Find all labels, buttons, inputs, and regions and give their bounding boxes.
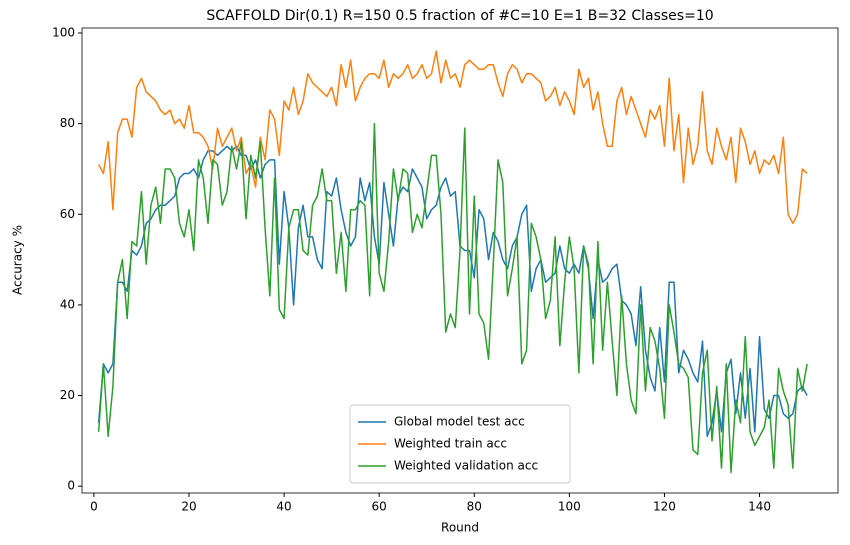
legend-label: Weighted train acc xyxy=(394,437,507,451)
chart-title: SCAFFOLD Dir(0.1) R=150 0.5 fraction of … xyxy=(206,8,713,24)
x-tick-label: 60 xyxy=(372,500,387,514)
x-tick-label: 40 xyxy=(276,500,291,514)
legend-label: Global model test acc xyxy=(394,415,525,429)
x-axis-label: Round xyxy=(441,521,479,535)
plot-frame xyxy=(81,27,839,494)
legend-box xyxy=(349,404,571,484)
y-axis-label: Accuracy % xyxy=(11,225,25,295)
x-tick-label: 140 xyxy=(748,500,771,514)
x-tick-label: 120 xyxy=(653,500,676,514)
y-tick-label: 60 xyxy=(60,207,75,221)
line-series xyxy=(97,145,808,438)
line-series xyxy=(97,50,808,225)
x-tick-label: 100 xyxy=(558,500,581,514)
y-tick-label: 80 xyxy=(60,116,75,130)
y-tick-label: 100 xyxy=(52,25,75,39)
x-tick-label: 0 xyxy=(90,500,98,514)
legend-label: Weighted validation acc xyxy=(394,459,538,473)
x-tick-label: 20 xyxy=(181,500,196,514)
y-tick-label: 40 xyxy=(60,297,75,311)
y-tick-label: 0 xyxy=(67,479,75,493)
y-tick-label: 20 xyxy=(60,388,75,402)
line-series xyxy=(97,122,808,474)
x-tick-label: 80 xyxy=(467,500,482,514)
